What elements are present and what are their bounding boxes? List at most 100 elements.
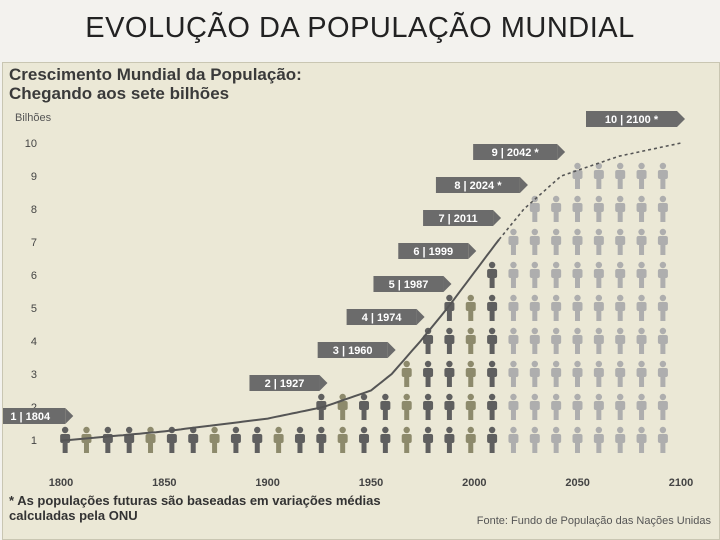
figure-legs	[297, 443, 303, 453]
figure-legs	[660, 344, 666, 354]
person-figure	[529, 426, 540, 453]
figure-head	[552, 294, 560, 302]
person-figure	[230, 426, 241, 453]
figure-body	[572, 401, 583, 410]
figure-head	[595, 228, 603, 236]
person-figure	[487, 360, 498, 387]
y-ticks: 12345678910	[25, 138, 37, 447]
figure-body	[615, 236, 626, 245]
y-tick-label: 8	[31, 204, 37, 216]
figure-legs	[575, 377, 581, 387]
figure-legs	[639, 311, 645, 321]
person-figure	[636, 393, 647, 420]
y-tick-label: 10	[25, 138, 37, 150]
milestone-text: 7 | 2011	[438, 213, 477, 225]
y-axis-label: Bilhões	[15, 112, 52, 124]
figure-legs	[532, 245, 538, 255]
figure-head	[488, 261, 496, 269]
person-figure	[657, 261, 668, 288]
figure-body	[593, 434, 604, 443]
x-tick-label: 1800	[49, 477, 73, 489]
milestone-text: 1 | 1804	[10, 411, 51, 423]
person-figure	[551, 261, 562, 288]
figure-body	[337, 434, 348, 443]
figure-body	[529, 401, 540, 410]
figure-head	[83, 426, 90, 434]
figure-head	[638, 162, 645, 170]
person-figure	[593, 426, 604, 453]
figure-body	[508, 302, 519, 311]
figure-legs	[404, 443, 410, 453]
figure-legs	[532, 278, 538, 288]
figure-body	[657, 236, 668, 245]
figure-head	[403, 393, 410, 401]
figure-legs	[318, 443, 324, 453]
figure-legs	[532, 443, 538, 453]
person-figure	[508, 426, 519, 453]
figure-legs	[361, 443, 367, 453]
figure-head	[510, 327, 517, 335]
person-figure	[529, 327, 540, 354]
figure-head	[595, 426, 603, 434]
milestone-pointer	[416, 309, 425, 325]
milestone-box	[3, 408, 66, 424]
figure-legs	[553, 344, 559, 354]
figure-head	[531, 327, 539, 335]
person-figure	[316, 426, 327, 453]
figure-legs	[553, 377, 559, 387]
person-figure	[657, 393, 668, 420]
milestone-box	[435, 177, 520, 193]
figure-head	[659, 162, 667, 170]
figure-body	[551, 368, 562, 377]
person-figure	[529, 228, 540, 255]
figure-body	[465, 302, 476, 311]
person-figure	[401, 393, 412, 420]
person-figure	[273, 426, 284, 453]
y-tick-label: 3	[31, 369, 37, 381]
figure-head	[574, 228, 581, 236]
figure-body	[593, 170, 604, 179]
person-figure	[124, 426, 135, 453]
figure-head	[339, 426, 346, 434]
figure-head	[531, 294, 539, 302]
figure-head	[659, 294, 667, 302]
milestone-box	[473, 144, 558, 160]
milestone-label: 6 | 1999	[398, 243, 477, 259]
figure-head	[595, 195, 603, 203]
figure-head	[638, 426, 645, 434]
population-curve-historical	[60, 238, 500, 442]
figure-legs	[553, 245, 559, 255]
figure-legs	[510, 443, 516, 453]
figure-body	[401, 401, 412, 410]
figure-legs	[617, 179, 623, 189]
figure-body	[615, 203, 626, 212]
person-figure	[487, 327, 498, 354]
figure-legs	[660, 245, 666, 255]
figure-head	[510, 261, 517, 269]
figure-head	[574, 261, 581, 269]
figure-legs	[446, 344, 452, 354]
figure-body	[636, 236, 647, 245]
figure-body	[60, 434, 71, 443]
person-figure	[359, 426, 370, 453]
figure-head	[638, 327, 645, 335]
figure-head	[61, 426, 69, 434]
figure-legs	[596, 410, 602, 420]
figure-head	[424, 426, 432, 434]
figure-legs	[190, 443, 196, 453]
figure-legs	[489, 410, 495, 420]
figure-body	[657, 434, 668, 443]
figure-body	[487, 302, 498, 311]
footnote: * As populações futuras são baseadas em …	[9, 493, 381, 523]
figure-body	[657, 170, 668, 179]
figure-body	[572, 302, 583, 311]
milestone-pointer	[677, 111, 685, 127]
figure-head	[318, 393, 325, 401]
figure-head	[659, 360, 667, 368]
source-note: Fonte: Fundo de População das Nações Uni…	[476, 515, 711, 527]
figure-legs	[617, 245, 623, 255]
figure-legs	[169, 443, 175, 453]
figure-body	[551, 434, 562, 443]
person-figure	[572, 294, 583, 321]
figure-head	[659, 195, 667, 203]
